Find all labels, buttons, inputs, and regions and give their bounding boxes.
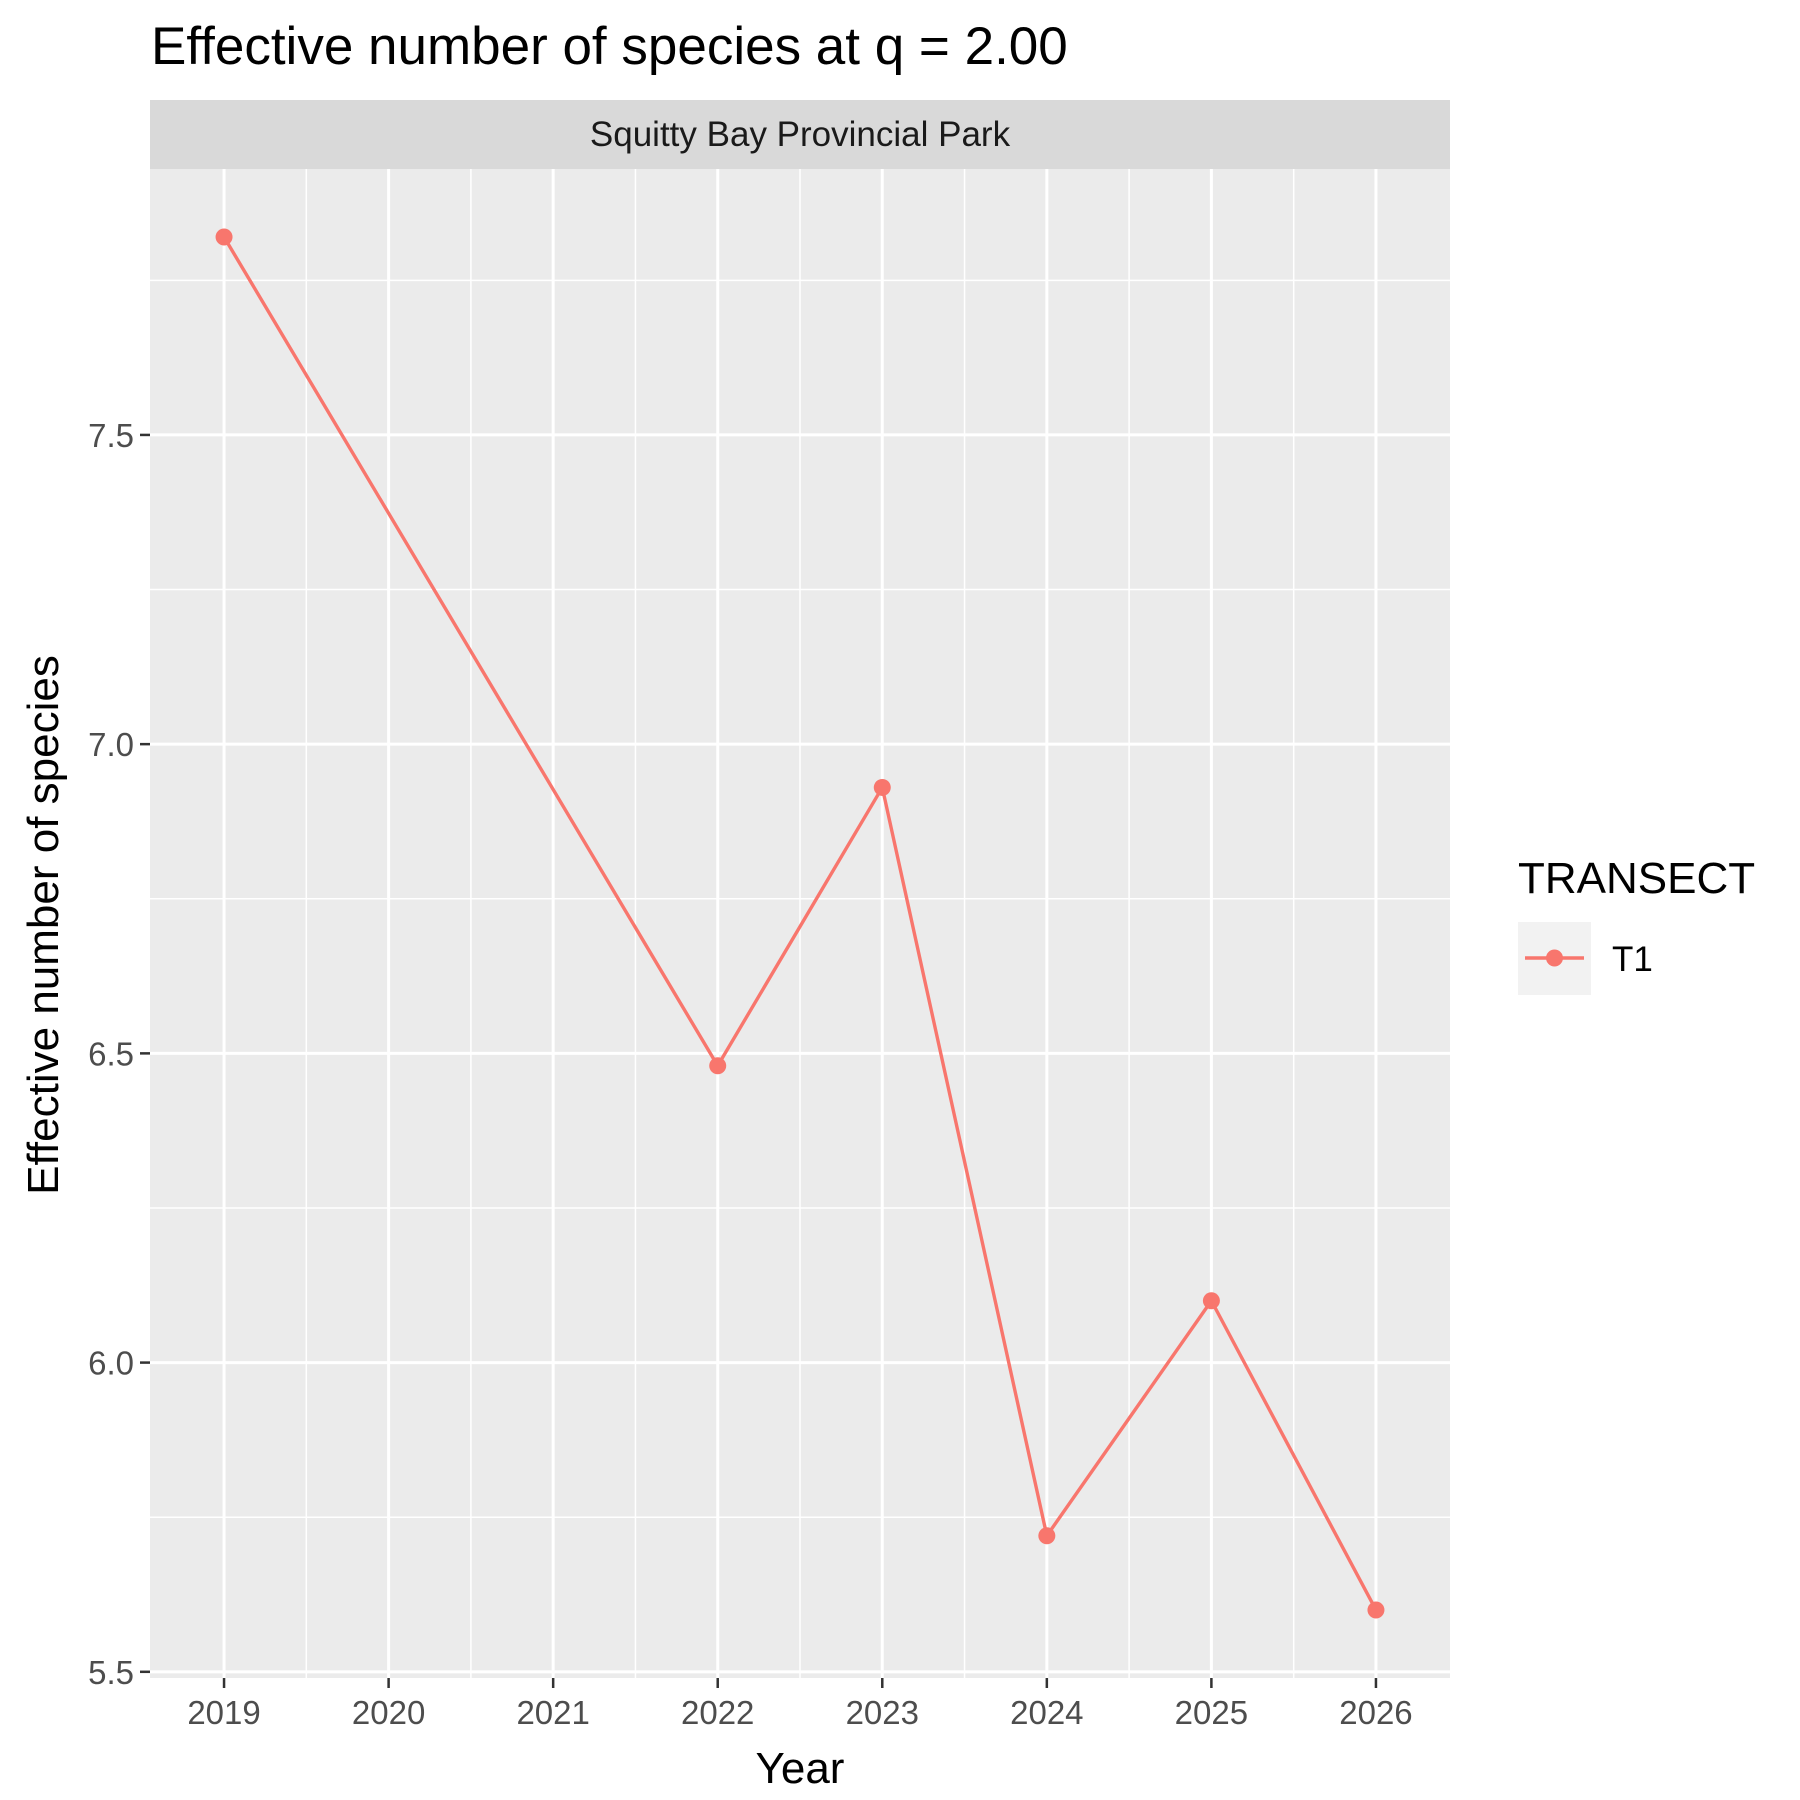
y-tick-label: 5.5: [88, 1654, 134, 1691]
x-tick-label: 2019: [187, 1694, 260, 1731]
y-axis-title: Effective number of species: [19, 655, 68, 1195]
x-tick-label: 2022: [681, 1694, 754, 1731]
data-point: [1038, 1527, 1056, 1545]
series-layer: [215, 228, 1385, 1619]
data-point: [1367, 1601, 1385, 1619]
legend-title: TRANSECT: [1518, 854, 1755, 903]
legend-key-point: [1546, 949, 1563, 967]
y-tick-label: 6.5: [88, 1035, 134, 1072]
axes: 2019 2020 2021 2022 2023 2024 2025 2026 5.5 6.0 6.…: [88, 417, 1413, 1731]
data-point: [215, 228, 233, 246]
y-tick-label: 7.5: [88, 417, 134, 454]
x-tick-label: 2023: [846, 1694, 919, 1731]
data-point: [709, 1057, 727, 1075]
x-tick-label: 2021: [516, 1694, 589, 1731]
chart-title: Effective number of species at q = 2.00: [151, 17, 1068, 76]
y-tick-label: 6.0: [88, 1345, 134, 1382]
legend-label-t1: T1: [1612, 940, 1653, 979]
x-tick-label: 2025: [1175, 1694, 1248, 1731]
facet-strip: [150, 100, 1450, 169]
data-point: [873, 778, 891, 796]
legend: TRANSECT T1: [1518, 854, 1755, 995]
facet-label: Squitty Bay Provincial Park: [590, 115, 1011, 154]
x-tick-label: 2026: [1339, 1694, 1412, 1731]
grid-lines: [150, 169, 1450, 1678]
data-point: [1202, 1292, 1220, 1310]
series-line-t1: [222, 236, 1378, 1611]
x-tick-label: 2020: [352, 1694, 425, 1731]
x-axis-title: Year: [756, 1744, 845, 1793]
y-tick-label: 7.0: [88, 726, 134, 763]
x-tick-label: 2024: [1010, 1694, 1083, 1731]
